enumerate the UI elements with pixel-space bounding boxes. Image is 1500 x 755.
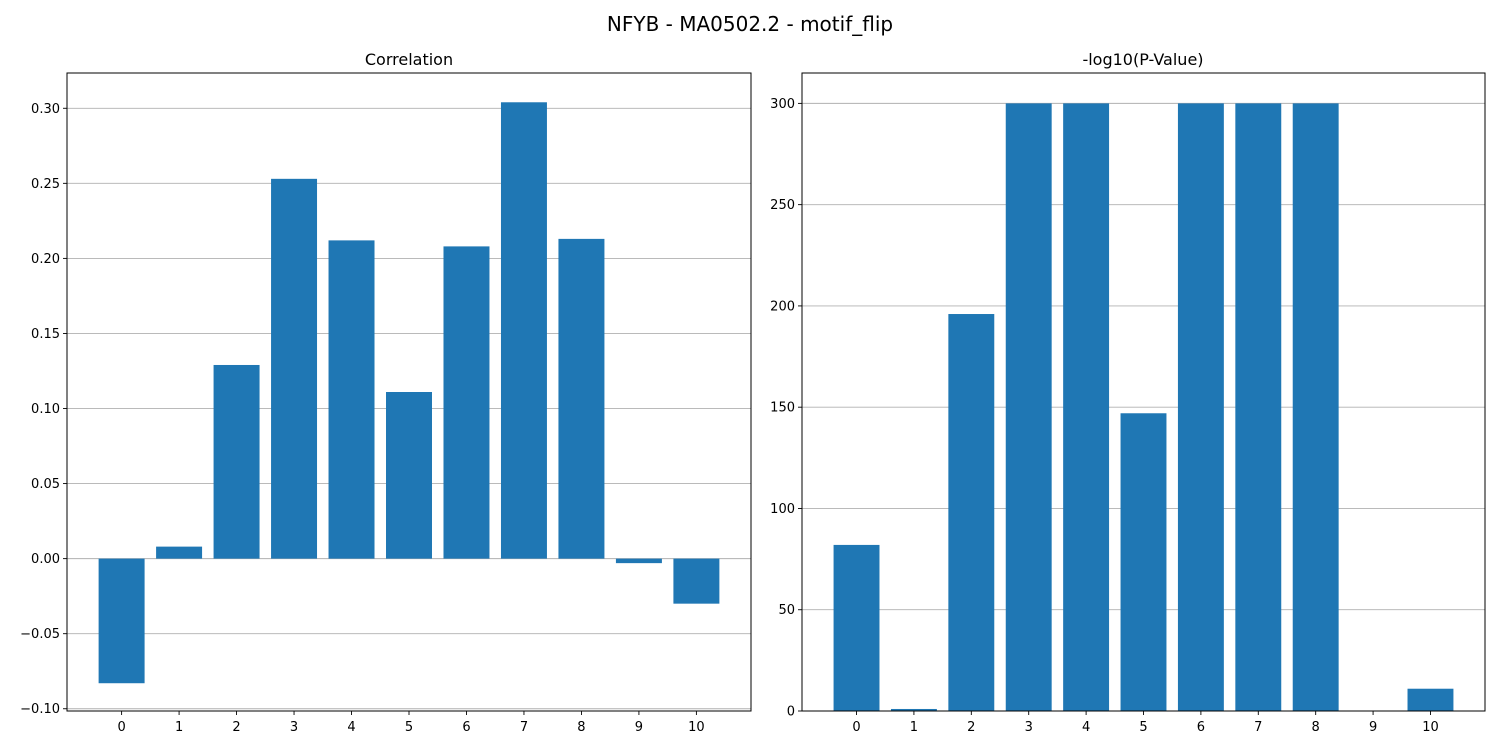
correlation-ytick-label: −0.10 [20,702,60,717]
pvalue-xtick-label: 5 [1139,720,1147,735]
pvalue-xtick-label: 6 [1197,720,1205,735]
correlation-xtick-label: 5 [405,720,413,735]
correlation-axes-frame [66,72,752,712]
correlation-ytick-label: −0.05 [20,627,60,642]
correlation-chart-title: Correlation [365,50,453,69]
pvalue-bar-1 [890,708,937,711]
pvalue-xtick-label: 10 [1422,720,1439,735]
correlation-ytick-label: 0.15 [31,327,60,342]
correlation-xtick-label: 8 [577,720,585,735]
pvalue-xtick-label: 0 [852,720,860,735]
correlation-xtick-label: 3 [290,720,298,735]
correlation-bar-7 [500,102,547,559]
pvalue-xtick-label: 1 [910,720,918,735]
correlation-bar-4 [328,240,375,559]
correlation-bar-5 [386,392,432,559]
pvalue-ytick-label: 200 [770,299,795,314]
correlation-xtick-label: 6 [462,720,470,735]
correlation-xtick-label: 10 [688,720,705,735]
pvalue-bar-8 [1292,103,1339,711]
correlation-bar-8 [558,238,605,559]
correlation-bar-0 [98,558,145,684]
pvalue-xtick-label: 2 [967,720,975,735]
pvalue-bar-4 [1063,103,1110,711]
correlation-bar-1 [156,546,203,559]
pvalue-chart: -log10(P-Value) 0 50 100 150 200 250 300 0 1 2 3 4 5… [770,50,1486,735]
correlation-xtick-label: 4 [347,720,355,735]
pvalue-xtick-label: 4 [1082,720,1090,735]
pvalue-bar-10 [1407,688,1454,711]
correlation-ytick-label: 0.20 [31,252,60,267]
pvalue-axes-frame [801,72,1486,712]
correlation-ytick-label: 0.25 [31,177,60,192]
pvalue-bar-2 [948,314,995,711]
pvalue-ytick-label: 0 [787,705,795,720]
correlation-bar-9 [615,558,662,564]
correlation-ytick-label: 0.05 [31,477,60,492]
pvalue-bar-0 [833,544,880,711]
pvalue-xtick-label: 3 [1025,720,1033,735]
correlation-xtick-label: 7 [520,720,528,735]
pvalue-chart-title: -log10(P-Value) [1082,50,1203,69]
pvalue-ytick-label: 150 [770,401,795,416]
correlation-ytick-label: 0.10 [31,402,60,417]
correlation-xtick-label: 2 [232,720,240,735]
correlation-bar-2 [213,364,260,559]
pvalue-xtick-label: 9 [1369,720,1377,735]
pvalue-bar-5 [1120,413,1167,711]
correlation-xtick-label: 1 [175,720,183,735]
correlation-xtick-label: 0 [117,720,125,735]
pvalue-ytick-label: 300 [770,97,795,112]
correlation-bar-10 [673,558,720,604]
pvalue-xtick-label: 7 [1254,720,1262,735]
correlation-bar-3 [271,178,318,559]
correlation-chart: Correlation −0.10 −0.05 0.00 0.05 0.10 0.15 0.… [20,50,752,735]
figure-title: NFYB - MA0502.2 - motif_flip [607,12,893,36]
pvalue-ytick-label: 50 [778,603,795,618]
correlation-ytick-label: 0.30 [31,102,60,117]
pvalue-ytick-label: 100 [770,502,795,517]
correlation-ytick-label: 0.00 [31,552,60,567]
pvalue-bar-3 [1005,103,1052,711]
pvalue-bar-7 [1235,103,1282,711]
correlation-xtick-label: 9 [635,720,643,735]
pvalue-ytick-label: 250 [770,198,795,213]
correlation-bar-6 [443,246,490,559]
pvalue-bar-6 [1177,103,1224,711]
pvalue-xtick-label: 8 [1312,720,1320,735]
